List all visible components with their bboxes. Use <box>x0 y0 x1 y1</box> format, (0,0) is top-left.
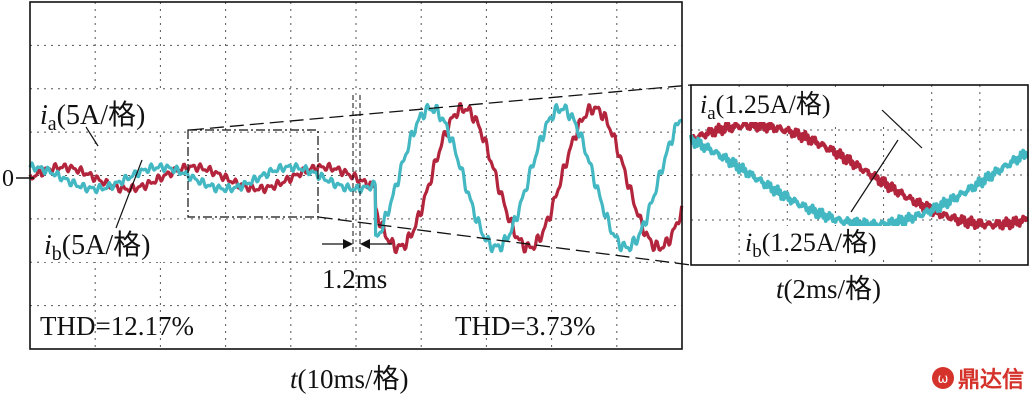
thd-left-label: THD=12.17% <box>40 311 194 341</box>
svg-text:ib(1.25A/格): ib(1.25A/格) <box>745 228 877 262</box>
zero-label: 0 <box>2 166 14 192</box>
main-ib-leader <box>115 159 143 229</box>
main-x-axis-label: t(10ms/格) <box>290 364 409 394</box>
main-ia-trace <box>28 102 683 254</box>
watermark-logo-glyph: ω <box>938 372 949 387</box>
main-ia-var: i <box>40 100 48 131</box>
zoom-ia-var: i <box>700 90 707 119</box>
main-ia-sub: a <box>48 113 57 135</box>
zoom-ib-var: i <box>745 228 752 257</box>
svg-text:ib(5A/格): ib(5A/格) <box>44 229 150 265</box>
zoom-traces <box>689 118 1029 232</box>
zoom-ia-leader <box>881 109 923 149</box>
main-ib-label: ib(5A/格) <box>42 224 192 265</box>
zoom-ib-sub: b <box>752 241 762 262</box>
main-ib-var: i <box>44 230 52 261</box>
svg-text:ia(5A/格): ia(5A/格) <box>40 99 145 135</box>
zoom-x-var: t <box>776 274 785 304</box>
watermark-logo-icon <box>932 367 954 389</box>
projection-line-bottom <box>317 216 692 266</box>
delay-arrow-right-head <box>360 239 370 249</box>
zoom-plot-frame <box>690 84 1029 266</box>
svg-text:ia(1.25A/格): ia(1.25A/格) <box>700 90 831 124</box>
main-x-unit: (10ms/格) <box>298 364 409 394</box>
zoom-x-axis-label: t(2ms/格) <box>776 274 881 304</box>
main-ia-unit: (5A/格) <box>57 99 146 131</box>
watermark-logo: ω 鼎达信 <box>932 367 1024 393</box>
main-ib-sub: b <box>52 243 62 265</box>
main-ib-unit: (5A/格) <box>62 229 151 261</box>
main-plot-frame <box>29 1 683 350</box>
delay-label: 1.2ms <box>322 264 387 294</box>
zoom-ia-label: ia(1.25A/格) <box>697 88 885 124</box>
main-ia-leader <box>85 126 99 147</box>
zoom-region-box <box>187 129 319 218</box>
zoom-ib-label: ib(1.25A/格) <box>742 226 928 262</box>
zoom-ib-unit: (1.25A/格) <box>762 228 877 257</box>
zoom-ia-sub: a <box>707 103 716 124</box>
main-ib-trace <box>28 102 684 255</box>
zoom-x-unit: (2ms/格) <box>784 274 882 304</box>
zoom-ib-trace <box>689 118 1029 231</box>
zoom-ia-unit: (1.25A/格) <box>716 90 831 119</box>
main-traces <box>28 102 684 255</box>
watermark-text: 鼎达信 <box>958 367 1024 393</box>
projection-line-top <box>189 84 692 131</box>
delay-arrow-left-head <box>343 239 353 249</box>
main-x-var: t <box>290 364 299 394</box>
main-ia-label: ia(5A/格) <box>36 93 186 135</box>
main-grid <box>30 2 682 349</box>
zoom-ib-leader <box>850 139 899 213</box>
thd-right-label: THD=3.73% <box>455 311 595 341</box>
zoom-ia-trace <box>689 134 1029 232</box>
